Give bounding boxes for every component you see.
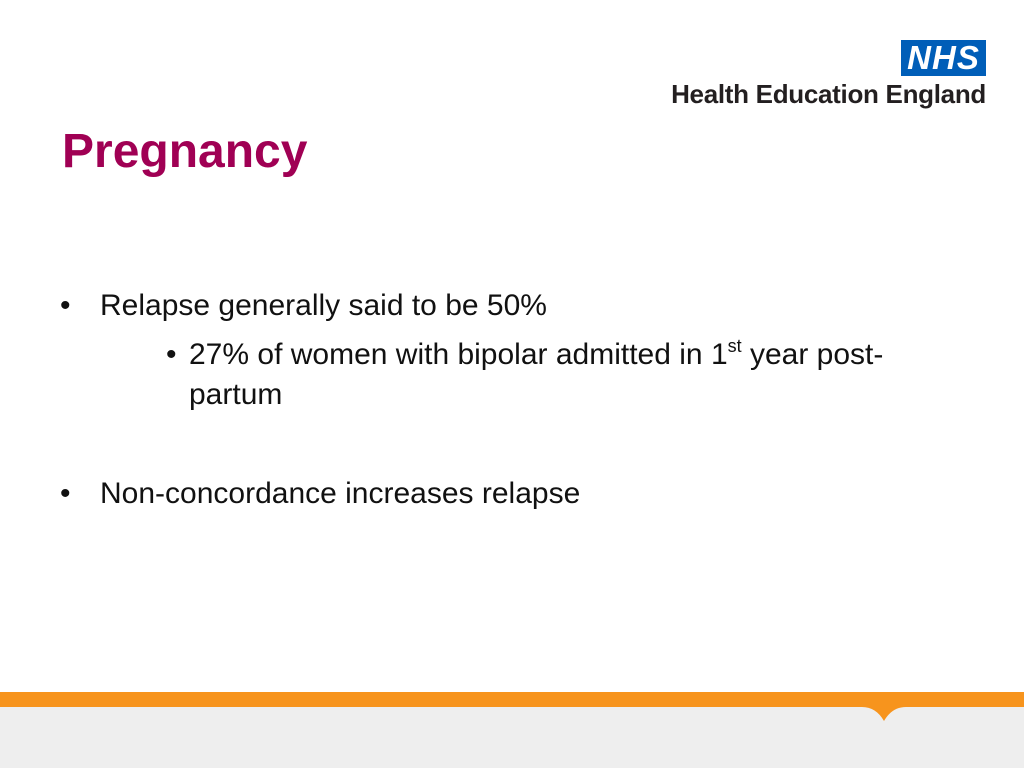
ordinal-superscript: st: [727, 336, 742, 356]
bullet-marker: •: [60, 289, 71, 322]
footer-notch-shape: [862, 707, 906, 721]
subbullet-item: 27% of women with bipolar admitted in 1s…: [189, 335, 929, 415]
subbullet-marker: •: [166, 338, 177, 371]
subbullet-text-before: 27% of women with bipolar admitted in 1: [189, 338, 728, 371]
footer-accent-bar: [0, 692, 1024, 707]
bullet-item: Relapse generally said to be 50%: [100, 289, 547, 322]
footer-panel: [0, 707, 1024, 768]
organisation-name: Health Education England: [671, 79, 986, 109]
bullet-marker: •: [60, 477, 71, 510]
hee-logo: NHS Health Education England: [636, 40, 988, 112]
nhs-logo-badge: NHS: [901, 40, 986, 76]
slide-title: Pregnancy: [62, 125, 308, 178]
subbullet-text-after: year post-partum: [189, 338, 884, 411]
bullet-item: Non-concordance increases relapse: [100, 477, 581, 510]
